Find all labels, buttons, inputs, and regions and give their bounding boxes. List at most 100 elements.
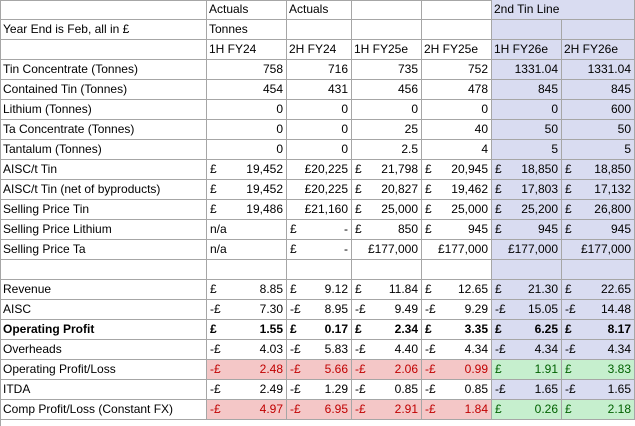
- value-cell[interactable]: 1331.04: [562, 60, 635, 80]
- row-label-cell[interactable]: Revenue: [0, 280, 207, 300]
- header-cell[interactable]: [287, 20, 352, 40]
- value-cell[interactable]: 0: [207, 140, 287, 160]
- row-label-cell[interactable]: Overheads: [0, 340, 207, 360]
- value-cell[interactable]: 40: [422, 120, 492, 140]
- value-cell[interactable]: 0: [352, 100, 422, 120]
- value-cell[interactable]: £18,850: [562, 160, 635, 180]
- value-cell[interactable]: -£ 4.40: [352, 340, 422, 360]
- header-cell[interactable]: Year End is Feb, all in £: [0, 20, 207, 40]
- value-cell[interactable]: -£ 2.91: [352, 400, 422, 420]
- row-label-cell[interactable]: AISC/t Tin: [0, 160, 207, 180]
- value-cell[interactable]: -£ 4.34: [422, 340, 492, 360]
- value-cell[interactable]: -£ 9.29: [422, 300, 492, 320]
- row-label-cell[interactable]: Selling Price Ta: [0, 240, 207, 260]
- value-cell[interactable]: 600: [562, 100, 635, 120]
- row-label-cell[interactable]: Selling Price Tin: [0, 200, 207, 220]
- value-cell[interactable]: £ -: [287, 240, 352, 260]
- value-cell[interactable]: 0: [422, 100, 492, 120]
- value-cell[interactable]: 0: [287, 100, 352, 120]
- header-cell[interactable]: 2H FY26e: [562, 40, 635, 60]
- value-cell[interactable]: £12.65: [422, 280, 492, 300]
- value-cell[interactable]: 0: [207, 120, 287, 140]
- value-cell[interactable]: £25,000: [422, 200, 492, 220]
- value-cell[interactable]: -£ 4.34: [562, 340, 635, 360]
- row-label-cell[interactable]: Operating Profit/Loss: [0, 360, 207, 380]
- value-cell[interactable]: £177,000: [562, 240, 635, 260]
- value-cell[interactable]: £2.18: [562, 400, 635, 420]
- value-cell[interactable]: £17,803: [492, 180, 562, 200]
- value-cell[interactable]: £21.30: [492, 280, 562, 300]
- value-cell[interactable]: 4: [422, 140, 492, 160]
- header-cell[interactable]: [562, 20, 635, 40]
- value-cell[interactable]: £2.34: [352, 320, 422, 340]
- value-cell[interactable]: £11.84: [352, 280, 422, 300]
- row-label-cell[interactable]: [0, 260, 207, 280]
- row-label-cell[interactable]: Selling Price Lithium: [0, 220, 207, 240]
- value-cell[interactable]: £177,000: [352, 240, 422, 260]
- header-cell[interactable]: Actuals: [287, 0, 352, 20]
- value-cell[interactable]: £17,132: [562, 180, 635, 200]
- value-cell[interactable]: [492, 260, 562, 280]
- value-cell[interactable]: £177,000: [492, 240, 562, 260]
- value-cell[interactable]: £20,827: [352, 180, 422, 200]
- header-cell[interactable]: 1H FY25e: [352, 40, 422, 60]
- value-cell[interactable]: £945: [562, 220, 635, 240]
- value-cell[interactable]: -£ 4.03: [207, 340, 287, 360]
- value-cell[interactable]: -£ 5.83: [287, 340, 352, 360]
- value-cell[interactable]: £22.65: [562, 280, 635, 300]
- value-cell[interactable]: [287, 260, 352, 280]
- value-cell[interactable]: 478: [422, 80, 492, 100]
- value-cell[interactable]: £850: [352, 220, 422, 240]
- value-cell[interactable]: 1331.04: [492, 60, 562, 80]
- row-label-cell[interactable]: Contained Tin (Tonnes): [0, 80, 207, 100]
- value-cell[interactable]: -£ 2.48: [207, 360, 287, 380]
- value-cell[interactable]: £21,160: [287, 200, 352, 220]
- header-cell[interactable]: 1H FY26e: [492, 40, 562, 60]
- value-cell[interactable]: -£ 0.99: [422, 360, 492, 380]
- value-cell[interactable]: £19,452: [207, 180, 287, 200]
- header-cell[interactable]: [0, 0, 207, 20]
- value-cell[interactable]: [207, 260, 287, 280]
- value-cell[interactable]: £21,798: [352, 160, 422, 180]
- value-cell[interactable]: -£ 5.66: [287, 360, 352, 380]
- value-cell[interactable]: [422, 260, 492, 280]
- value-cell[interactable]: 431: [287, 80, 352, 100]
- header-cell[interactable]: 2H FY25e: [422, 40, 492, 60]
- header-cell[interactable]: [422, 0, 492, 20]
- header-cell[interactable]: 2nd Tin Line: [492, 0, 635, 20]
- value-cell[interactable]: -£ 0.85: [422, 380, 492, 400]
- value-cell[interactable]: [562, 260, 635, 280]
- value-cell[interactable]: 0: [492, 100, 562, 120]
- value-cell[interactable]: 845: [562, 80, 635, 100]
- row-label-cell[interactable]: Comp Profit/Loss (Constant FX): [0, 400, 207, 420]
- value-cell[interactable]: 2.5: [352, 140, 422, 160]
- value-cell[interactable]: 0: [287, 120, 352, 140]
- value-cell[interactable]: 758: [207, 60, 287, 80]
- value-cell[interactable]: 716: [287, 60, 352, 80]
- value-cell[interactable]: £8.85: [207, 280, 287, 300]
- header-cell[interactable]: Actuals: [207, 0, 287, 20]
- value-cell[interactable]: -£ 1.65: [562, 380, 635, 400]
- value-cell[interactable]: -£ 1.84: [422, 400, 492, 420]
- value-cell[interactable]: -£ 6.95: [287, 400, 352, 420]
- value-cell[interactable]: -£ 14.48: [562, 300, 635, 320]
- value-cell[interactable]: £0.17: [287, 320, 352, 340]
- value-cell[interactable]: £ -: [287, 220, 352, 240]
- header-cell[interactable]: [492, 20, 562, 40]
- value-cell[interactable]: n/a: [207, 240, 287, 260]
- value-cell[interactable]: -£ 4.97: [207, 400, 287, 420]
- value-cell[interactable]: 456: [352, 80, 422, 100]
- value-cell[interactable]: 752: [422, 60, 492, 80]
- header-cell[interactable]: [0, 40, 207, 60]
- value-cell[interactable]: [352, 260, 422, 280]
- row-label-cell[interactable]: Operating Profit: [0, 320, 207, 340]
- value-cell[interactable]: £1.55: [207, 320, 287, 340]
- value-cell[interactable]: £19,462: [422, 180, 492, 200]
- value-cell[interactable]: 5: [562, 140, 635, 160]
- header-cell[interactable]: [422, 20, 492, 40]
- value-cell[interactable]: -£ 8.95: [287, 300, 352, 320]
- header-cell[interactable]: Tonnes: [207, 20, 287, 40]
- value-cell[interactable]: £19,486: [207, 200, 287, 220]
- value-cell[interactable]: £0.26: [492, 400, 562, 420]
- value-cell[interactable]: 50: [492, 120, 562, 140]
